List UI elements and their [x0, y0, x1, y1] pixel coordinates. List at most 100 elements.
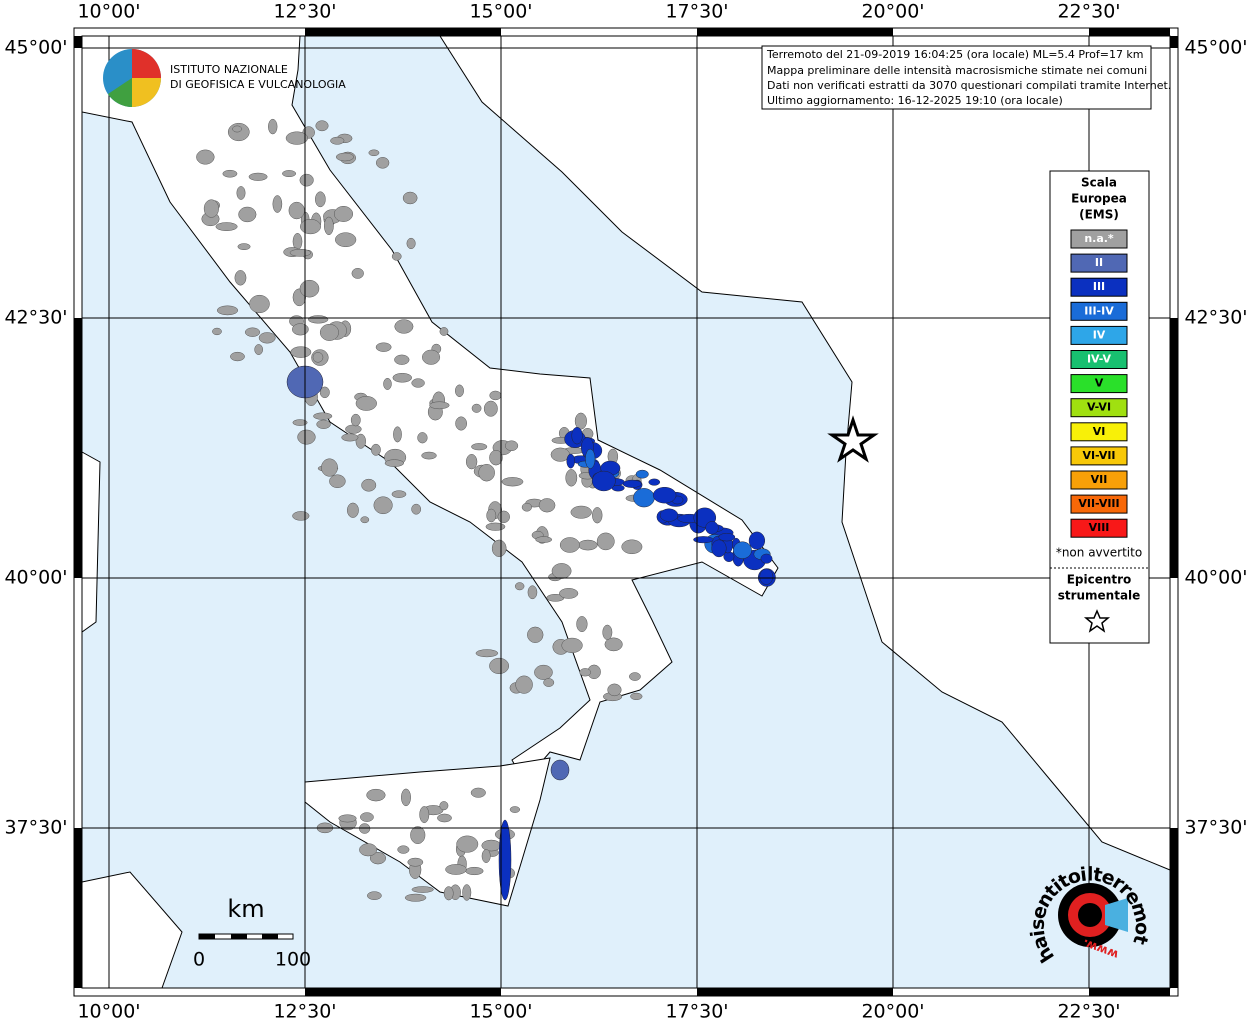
legend-swatch — [1070, 398, 1128, 418]
patch — [591, 470, 616, 492]
patch — [391, 252, 402, 261]
info-line: Terremoto del 21-09-2019 16:04:25 (ora l… — [766, 48, 1144, 61]
frame-band — [74, 828, 82, 988]
patch — [308, 315, 329, 324]
patch — [334, 205, 354, 222]
patch — [621, 539, 643, 555]
info-line: Ultimo aggiornamento: 16-12-2025 19:10 (… — [767, 94, 1063, 107]
legend-label: IV-V — [1087, 353, 1112, 366]
patch — [578, 539, 598, 551]
logo-slice — [132, 49, 161, 78]
patch — [329, 474, 346, 489]
patch — [330, 136, 345, 145]
patch — [391, 490, 407, 498]
watermark-speaker — [1105, 898, 1128, 932]
patch — [341, 433, 359, 442]
lon-label: 10°00' — [77, 1001, 140, 1023]
patch — [429, 401, 450, 410]
legend-swatch — [1070, 350, 1128, 369]
info-line: Dati non verificati estratti da 3070 que… — [767, 79, 1171, 92]
patch — [319, 323, 339, 341]
frame-band — [1170, 828, 1178, 988]
patch — [369, 851, 387, 865]
patch — [237, 243, 251, 251]
patch — [383, 377, 392, 390]
watermark-ring — [1078, 903, 1102, 927]
legend-epicentre: strumentale — [1058, 589, 1141, 603]
patch — [748, 531, 766, 550]
patch — [571, 426, 583, 445]
scale-label: 0 — [193, 949, 205, 971]
patch — [392, 372, 412, 383]
patch — [481, 839, 502, 852]
patch — [335, 152, 354, 162]
patch — [760, 553, 773, 564]
patch — [570, 505, 592, 519]
lat-label: 45°00' — [1184, 37, 1247, 59]
lon-label: 22°30' — [1057, 1001, 1120, 1023]
logo-slice — [108, 78, 132, 107]
lon-label: 17°30' — [665, 1001, 728, 1023]
patch — [315, 120, 329, 132]
legend-star — [1083, 609, 1111, 633]
legend-label: VI-VII — [1082, 449, 1115, 462]
legend-epicentre: Epicentro — [1067, 573, 1132, 587]
lon-label: 10°00' — [77, 1, 140, 23]
patch — [350, 413, 361, 427]
legend-label: II — [1095, 256, 1103, 269]
frame-band — [74, 36, 82, 48]
patch — [288, 201, 305, 220]
frame-band — [1170, 36, 1178, 48]
lat-label: 40°00' — [1184, 567, 1247, 589]
patch — [397, 845, 410, 854]
patch — [297, 429, 316, 445]
patch — [478, 463, 495, 482]
patch — [315, 191, 326, 208]
patch — [316, 419, 331, 429]
patch — [629, 672, 641, 681]
patch — [521, 502, 532, 512]
patch — [351, 267, 364, 279]
scale-bar-segment — [262, 934, 278, 939]
legend-label: VII-VIII — [1078, 497, 1119, 510]
legend-label: III — [1093, 280, 1105, 293]
patch — [439, 801, 449, 811]
legend-swatch — [1070, 277, 1128, 297]
info-box: Terremoto del 21-09-2019 16:04:25 (ora l… — [761, 45, 1171, 110]
patch — [236, 186, 246, 200]
patch — [693, 536, 714, 544]
patch — [509, 806, 521, 813]
patch — [579, 668, 591, 677]
lon-label: 15°00' — [469, 1, 532, 23]
patch — [504, 440, 519, 452]
patch — [222, 169, 238, 178]
patch — [355, 395, 377, 411]
patch — [401, 788, 411, 807]
lon-label: 12°30' — [273, 1, 336, 23]
patch — [411, 378, 425, 388]
lat-label: 42°30' — [4, 307, 67, 329]
patch — [543, 678, 555, 687]
frame-band — [305, 28, 501, 36]
legend-note: *non avvertito — [1056, 546, 1142, 560]
patch — [300, 218, 321, 235]
lat-label: 45°00' — [4, 37, 67, 59]
patch — [561, 637, 583, 653]
patch — [592, 507, 603, 524]
patch — [475, 649, 499, 658]
patch — [290, 346, 312, 358]
patch — [373, 496, 393, 515]
patch — [559, 588, 579, 599]
legend-title: Europea — [1071, 192, 1127, 206]
patch — [238, 206, 257, 223]
patch — [289, 248, 311, 257]
patch — [404, 893, 427, 902]
lon-label: 22°30' — [1057, 1, 1120, 23]
patch — [622, 479, 642, 488]
ingv-logo: ISTITUTO NAZIONALE DI GEOFISICA E VULCAN… — [103, 49, 346, 107]
patch — [361, 478, 377, 492]
patch — [421, 451, 437, 460]
patch — [527, 626, 544, 643]
patch — [515, 675, 533, 694]
